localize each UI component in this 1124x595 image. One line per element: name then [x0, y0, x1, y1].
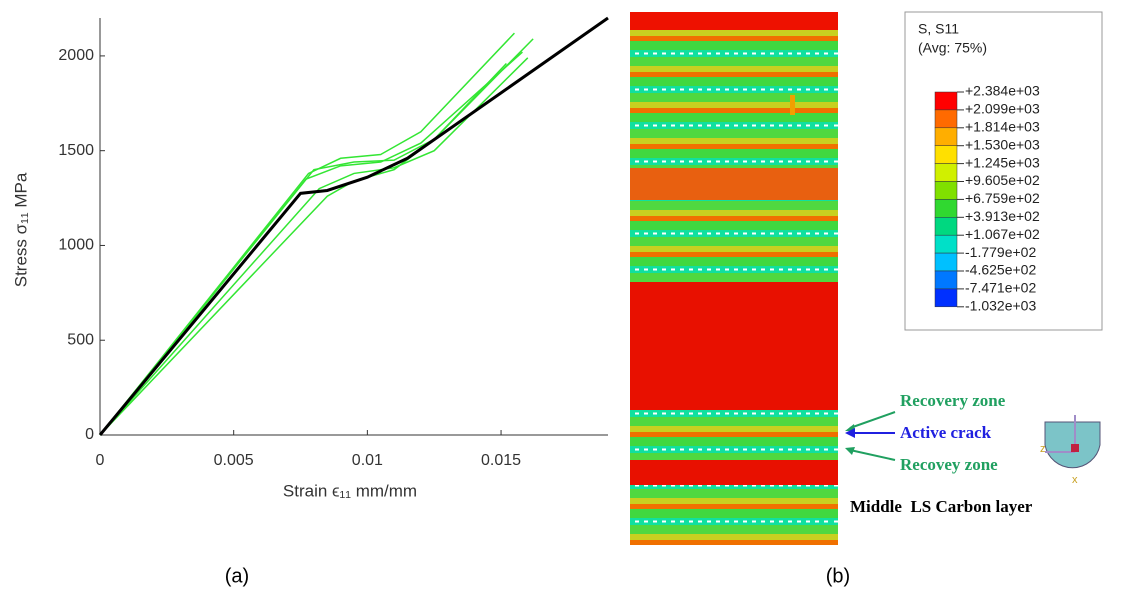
legend-label: +2.099e+03 — [965, 101, 1040, 117]
arrow — [850, 450, 895, 460]
legend-label: +1.814e+03 — [965, 119, 1040, 135]
x-tick-label: 0.01 — [352, 452, 383, 469]
red-layer — [630, 12, 838, 30]
triad: z x — [1040, 415, 1100, 486]
series-line — [100, 52, 522, 435]
legend-label: -7.471e+02 — [965, 280, 1036, 296]
caption: (b) — [826, 565, 850, 587]
legend-label: +1.530e+03 — [965, 136, 1040, 152]
annotation: Active crack — [900, 423, 992, 442]
legend-swatch — [935, 289, 957, 307]
legend-swatch — [935, 235, 957, 253]
y-tick-label: 0 — [85, 426, 94, 443]
legend-swatch — [935, 128, 957, 146]
triad-label: x — [1072, 474, 1078, 486]
legend-swatch — [935, 271, 957, 289]
y-tick-label: 500 — [67, 331, 94, 348]
crack-mark — [790, 95, 795, 115]
legend-title: (Avg: 75%) — [918, 40, 987, 56]
y-tick-label: 2000 — [58, 47, 94, 64]
red-layer — [630, 460, 838, 485]
x-tick-label: 0 — [96, 452, 105, 469]
y-axis-label: Stress σ₁₁ MPa — [11, 172, 30, 287]
annotation: Recovey zone — [900, 455, 998, 474]
y-tick-label: 1000 — [58, 237, 94, 254]
legend-label: -1.779e+02 — [965, 244, 1036, 260]
x-tick-label: 0.015 — [481, 452, 521, 469]
legend-swatch — [935, 182, 957, 200]
x-tick-label: 0.005 — [214, 452, 254, 469]
series-line — [100, 33, 514, 435]
legend-swatch — [935, 217, 957, 235]
contour-plot — [630, 12, 838, 545]
arrow — [850, 412, 895, 428]
legend-swatch — [935, 146, 957, 164]
legend-label: +1.245e+03 — [965, 154, 1040, 170]
caption: (a) — [225, 565, 249, 587]
series-line — [100, 18, 608, 435]
y-tick-label: 1500 — [58, 142, 94, 159]
legend-label: +6.759e+02 — [965, 190, 1040, 206]
series-line — [100, 63, 506, 435]
layer-label: Middle LS Carbon layer — [850, 497, 1033, 516]
series-line — [100, 58, 528, 435]
orange-layer — [630, 168, 838, 200]
annotation: Recovery zone — [900, 391, 1006, 410]
triad-origin — [1071, 444, 1079, 452]
legend-swatch — [935, 164, 957, 182]
legend-label: +1.067e+02 — [965, 226, 1040, 242]
series-line — [100, 39, 533, 435]
legend-label: +3.913e+02 — [965, 208, 1040, 224]
legend-label: +2.384e+03 — [965, 83, 1040, 99]
legend-label: -4.625e+02 — [965, 262, 1036, 278]
legend-label: +9.605e+02 — [965, 172, 1040, 188]
triad-label: z — [1040, 443, 1046, 455]
legend-label: -1.032e+03 — [965, 298, 1036, 314]
arrowhead — [845, 447, 855, 455]
annotations: Recovery zone Active crack Recovey zone … — [845, 391, 1033, 516]
red-layer — [630, 282, 838, 410]
legend-swatch — [935, 92, 957, 110]
figure: z x Recovery zone Active crack Recovey z… — [0, 0, 1124, 590]
legend-swatch — [935, 199, 957, 217]
x-axis-label: Strain ϵ₁₁ mm/mm — [283, 481, 417, 500]
legend-title: S, S11 — [918, 21, 959, 37]
legend-swatch — [935, 253, 957, 271]
legend-swatch — [935, 110, 957, 128]
